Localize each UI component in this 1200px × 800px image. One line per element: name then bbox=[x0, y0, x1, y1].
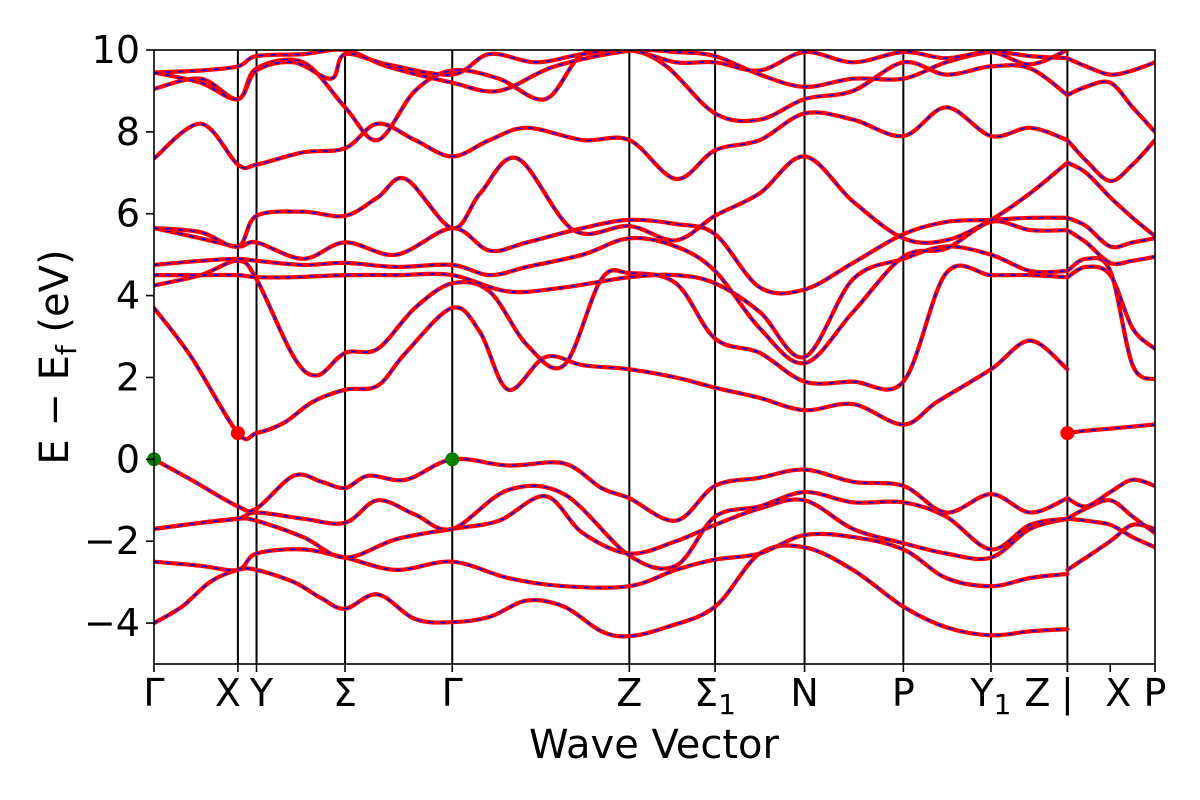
band-line bbox=[154, 105, 1070, 181]
band-line-overlay bbox=[154, 155, 1068, 248]
band-line bbox=[1065, 138, 1155, 184]
x-axis-ticks: Γ X Y Σ Γ Z Σ1 N P Y1 Z | X P bbox=[143, 664, 1166, 721]
y-tick-label: 2 bbox=[116, 355, 140, 399]
band-line bbox=[154, 483, 1070, 571]
y-axis-label-subscript: f bbox=[50, 344, 83, 355]
band-line bbox=[1065, 255, 1155, 382]
band-line-overlay bbox=[154, 458, 1068, 522]
band-line-overlay bbox=[1067, 57, 1155, 76]
x-tick-label: Y1 bbox=[969, 671, 1011, 721]
y-axis-ticks: −4 −2 0 2 4 6 8 10 bbox=[84, 28, 154, 645]
band-line bbox=[1065, 522, 1155, 572]
band-line-overlay bbox=[1067, 217, 1155, 248]
y-tick-label: 6 bbox=[116, 192, 140, 236]
y-axis-label-unit: (eV) bbox=[32, 249, 78, 345]
y-tick-label: −4 bbox=[84, 601, 140, 645]
vbm-marker bbox=[445, 452, 460, 467]
band-line-overlay bbox=[1067, 478, 1155, 508]
extrema-markers bbox=[147, 426, 1075, 467]
band-line bbox=[154, 543, 1070, 639]
band-line-overlay bbox=[154, 50, 1068, 100]
band-line-overlay bbox=[154, 216, 1068, 295]
x-tick-label: Γ bbox=[143, 671, 164, 715]
band-line bbox=[154, 258, 1070, 392]
y-tick-label: −2 bbox=[84, 519, 140, 563]
y-tick-label: 8 bbox=[116, 110, 140, 154]
kpoint-lines bbox=[236, 50, 1069, 664]
band-line bbox=[154, 154, 1070, 249]
x-tick-label: Σ bbox=[333, 671, 357, 715]
band-line-overlay bbox=[154, 544, 1068, 638]
band-line-overlay bbox=[1066, 139, 1155, 182]
y-axis-label-main: E − E bbox=[32, 355, 78, 465]
band-line-overlay bbox=[1067, 161, 1155, 237]
y-tick-label: 0 bbox=[116, 437, 140, 481]
band-line-overlay bbox=[154, 484, 1068, 570]
x-tick-label: X bbox=[215, 671, 241, 715]
band-line bbox=[154, 305, 1070, 442]
band-line-overlay bbox=[154, 533, 1068, 589]
x-tick-label: Z bbox=[616, 671, 642, 715]
cbm-marker bbox=[1060, 426, 1075, 441]
band-line-overlay bbox=[154, 106, 1068, 180]
y-axis-label: E − Ef (eV) bbox=[32, 249, 83, 464]
band-line-overlay bbox=[1067, 499, 1155, 534]
x-tick-label: Γ bbox=[442, 671, 463, 715]
x-tick-label: Σ1 bbox=[694, 671, 736, 721]
band-line bbox=[1065, 56, 1155, 77]
band-line-overlay bbox=[1066, 257, 1155, 381]
x-axis-label: Wave Vector bbox=[529, 722, 780, 768]
band-line-overlay bbox=[1067, 517, 1155, 549]
cbm-marker bbox=[230, 426, 245, 441]
x-tick-label: | bbox=[1061, 671, 1074, 716]
x-tick-label: Z bbox=[1024, 671, 1050, 715]
band-line-overlay bbox=[1066, 523, 1155, 571]
x-tick-label: Y bbox=[249, 671, 274, 715]
band-line-overlay bbox=[154, 220, 1068, 364]
band-line-overlay bbox=[1067, 423, 1155, 434]
plot-frame bbox=[153, 49, 1156, 665]
x-tick-label: N bbox=[790, 671, 818, 715]
band-line bbox=[154, 50, 1070, 102]
band-line-overlay bbox=[154, 495, 1068, 560]
y-tick-label: 10 bbox=[92, 28, 140, 72]
x-tick-label: P bbox=[892, 671, 915, 715]
x-tick-label: X bbox=[1105, 671, 1131, 715]
y-tick-label: 4 bbox=[116, 274, 140, 318]
band-curves bbox=[154, 50, 1155, 639]
band-line-overlay bbox=[1066, 229, 1155, 265]
x-tick-label: P bbox=[1144, 671, 1167, 715]
band-line-overlay bbox=[1067, 80, 1155, 133]
